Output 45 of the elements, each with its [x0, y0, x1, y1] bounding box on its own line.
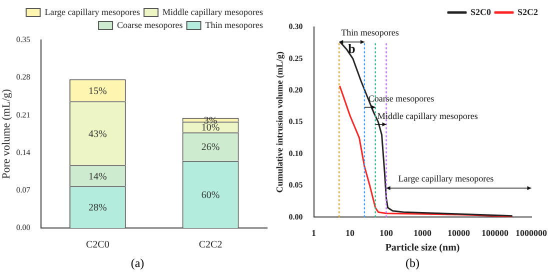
y-tick-label: 0.10 [288, 148, 303, 158]
y-tick-label: 0.05 [288, 180, 303, 190]
annotation: Coarse mesopores [368, 94, 435, 104]
x-axis-title: Particle size (nm) [385, 242, 460, 254]
y-tick-label: 0.07 [16, 185, 30, 194]
legend-label: Large capillary mesopores [44, 6, 141, 17]
legend-label: Middle capillary mesopores [162, 6, 264, 17]
y-axis-title: Cumulative intrusion volume (mL/g) [274, 51, 285, 193]
text: (a) [130, 255, 146, 272]
legend-label: Thin mesopores [205, 20, 264, 30]
y-tick-label: 0.00 [16, 223, 30, 232]
x-tick-label: 10 [346, 228, 356, 238]
x-tick-label: 1 [312, 228, 317, 238]
annotation: 43% [88, 128, 107, 140]
x-tick-label: 1000000 [516, 228, 548, 238]
annotation: 14% [88, 171, 107, 182]
annotation: 60% [201, 190, 220, 202]
text: (b) [404, 255, 420, 272]
annotation: Large capillary mesopores [398, 174, 494, 184]
annotation: Middle capillary mesopores [377, 110, 478, 121]
annotation: Thin mesopores [341, 27, 400, 38]
x-tick-label: 10000 [448, 228, 471, 238]
y-tick-label: 0.00 [288, 212, 303, 222]
y-tick-label: 0.25 [288, 54, 303, 63]
y-tick-label: 0.21 [16, 110, 30, 120]
annotation: 10% [201, 122, 220, 134]
x-tick-label: C2C0 [86, 240, 110, 251]
y-tick-label: 0.14 [16, 148, 30, 157]
annotation: 28% [88, 202, 107, 214]
annotation: 26% [201, 142, 220, 154]
y-tick-label: 0.20 [288, 85, 303, 94]
x-tick-label: 1000 [414, 228, 432, 238]
x-tick-label: 100 [380, 228, 394, 238]
y-tick-label: 0.35 [16, 35, 30, 44]
annotation: 15% [88, 86, 107, 97]
legend-label: S2C2 [517, 6, 538, 17]
x-tick-label: 100000 [482, 228, 510, 238]
legend-label: S2C0 [470, 6, 492, 17]
annotation: b [348, 41, 356, 56]
y-tick-label: 0.30 [288, 22, 303, 32]
y-tick-label: 0.15 [288, 117, 303, 126]
y-axis-title: Pore volume (mL/g) [0, 88, 12, 179]
legend-label: Coarse mesopores [117, 20, 184, 30]
y-tick-label: 0.28 [16, 72, 30, 82]
x-tick-label: C2C2 [198, 240, 222, 251]
